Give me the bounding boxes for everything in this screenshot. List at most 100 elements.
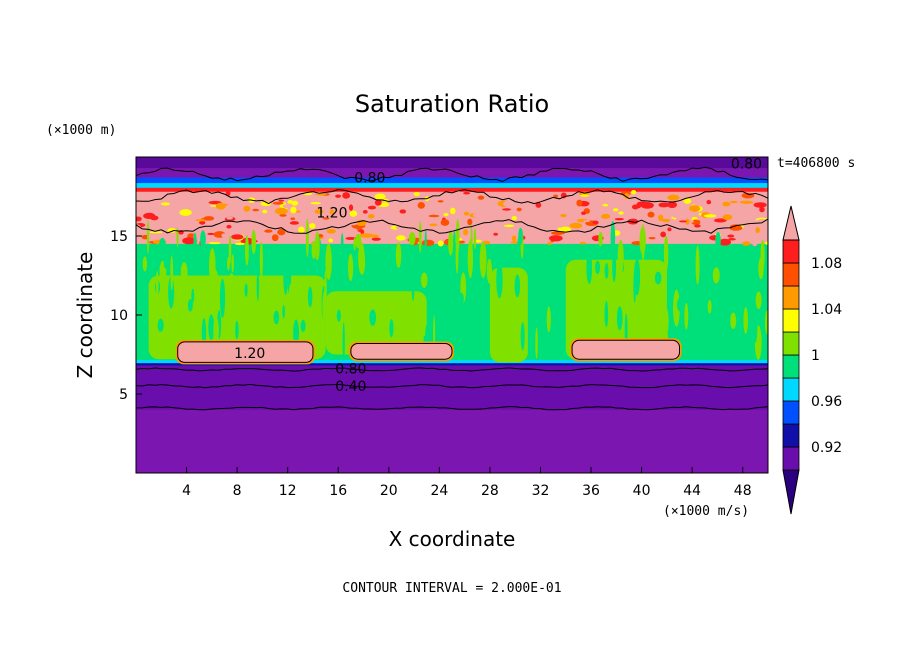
streak-green (604, 300, 609, 328)
streak-green (676, 297, 683, 312)
streak-green (586, 251, 593, 284)
streak-green (384, 318, 389, 333)
speckle-warm (631, 190, 637, 195)
contour-label: 0.80 (335, 362, 366, 378)
region-top-dark (136, 157, 768, 169)
colorbar-segment (782, 285, 800, 310)
speckle-warm (477, 195, 485, 200)
streak-green (142, 256, 148, 272)
speckle-warm (314, 193, 327, 196)
x-tick-label: 24 (430, 483, 448, 499)
streak-green (152, 301, 157, 333)
streak-green (282, 304, 285, 319)
streak-green (309, 321, 317, 348)
colorbar-label: 1 (811, 348, 820, 364)
streak-green (693, 278, 696, 305)
speckle-warm (530, 232, 545, 236)
streak-green (604, 263, 609, 279)
streak-green (213, 317, 219, 345)
speckle-warm (647, 211, 655, 218)
speckle-warm (443, 213, 449, 217)
speckle-warm (706, 199, 712, 205)
speckle-warm (764, 241, 768, 245)
speckle-warm (187, 219, 192, 225)
speckle-warm (502, 208, 512, 211)
speckle-warm (667, 194, 680, 201)
speckle-warm (421, 239, 435, 247)
streak-green (684, 302, 689, 330)
streak-green (266, 311, 273, 339)
speckle-warm (592, 220, 599, 225)
streak-green (235, 320, 239, 340)
speckle-warm (463, 229, 469, 236)
streak-green (325, 243, 332, 281)
speckle-warm (258, 215, 267, 218)
colorbar-label: 0.92 (811, 440, 842, 456)
streak-green (617, 240, 624, 275)
streak-green (611, 296, 617, 321)
streak-green (743, 307, 749, 334)
speckle-warm (150, 215, 159, 221)
contour-line (136, 166, 768, 183)
speckle-warm (374, 193, 386, 200)
speckle-warm (440, 219, 450, 226)
contour-label: 0.80 (354, 171, 385, 187)
speckle-warm (602, 234, 609, 240)
speckle-warm (220, 203, 229, 206)
streak-green (256, 270, 260, 301)
streak-green (517, 237, 521, 259)
contour-label: 0.80 (731, 156, 762, 172)
streak-green (673, 289, 680, 327)
streak-green (420, 272, 428, 289)
transition-band-bottom (136, 362, 768, 366)
streak-green (408, 232, 416, 246)
streak-green (654, 271, 662, 285)
speckle-warm (703, 214, 717, 218)
contour-line (136, 367, 768, 372)
x-tick-label: 20 (380, 483, 398, 499)
speckle-warm (467, 218, 473, 226)
streak-green (332, 331, 338, 349)
speckle-warm (679, 220, 687, 223)
speckle-warm (199, 220, 206, 225)
speckle-warm (379, 206, 391, 210)
speckle-warm (511, 216, 517, 221)
streak-green (355, 233, 362, 249)
streak-green (633, 270, 637, 303)
colorbar-segment (782, 400, 800, 425)
speckle-warm (136, 216, 142, 222)
green-patch (325, 291, 427, 355)
chart-title: Saturation Ratio (355, 90, 549, 118)
speckle-warm (282, 204, 293, 209)
colorbar-label: 0.96 (811, 394, 842, 410)
y-tick-label: 10 (110, 308, 128, 324)
streak-green (644, 302, 650, 315)
colorbar-segment (782, 423, 800, 448)
streak-green (443, 246, 448, 271)
x-axis-label: X coordinate (389, 527, 516, 551)
speckle-warm (660, 231, 667, 238)
speckle-warm (672, 214, 682, 218)
speckle-warm (367, 205, 377, 210)
streak-green (336, 309, 341, 322)
streak-green (307, 286, 313, 308)
streak-green (715, 231, 721, 250)
speckle-warm (618, 211, 624, 215)
speckle-warm (359, 233, 374, 238)
svg-text:0.80: 0.80 (731, 156, 762, 172)
streak-green (387, 252, 394, 266)
streak-green (598, 231, 603, 247)
colorbar-arrow-low (782, 469, 800, 515)
colorbar-arrow-high (782, 205, 800, 241)
speckle-warm (326, 228, 336, 234)
streak-green (348, 253, 354, 282)
speckle-warm (279, 213, 287, 217)
speckle-warm (208, 242, 221, 245)
streak-green (730, 312, 737, 329)
speckle-warm (683, 197, 692, 204)
streak-green (418, 221, 422, 253)
speckle-warm (722, 214, 733, 221)
streak-green (305, 218, 309, 258)
y-axis: 5 10 15 (110, 229, 142, 403)
streak-green (379, 313, 385, 330)
